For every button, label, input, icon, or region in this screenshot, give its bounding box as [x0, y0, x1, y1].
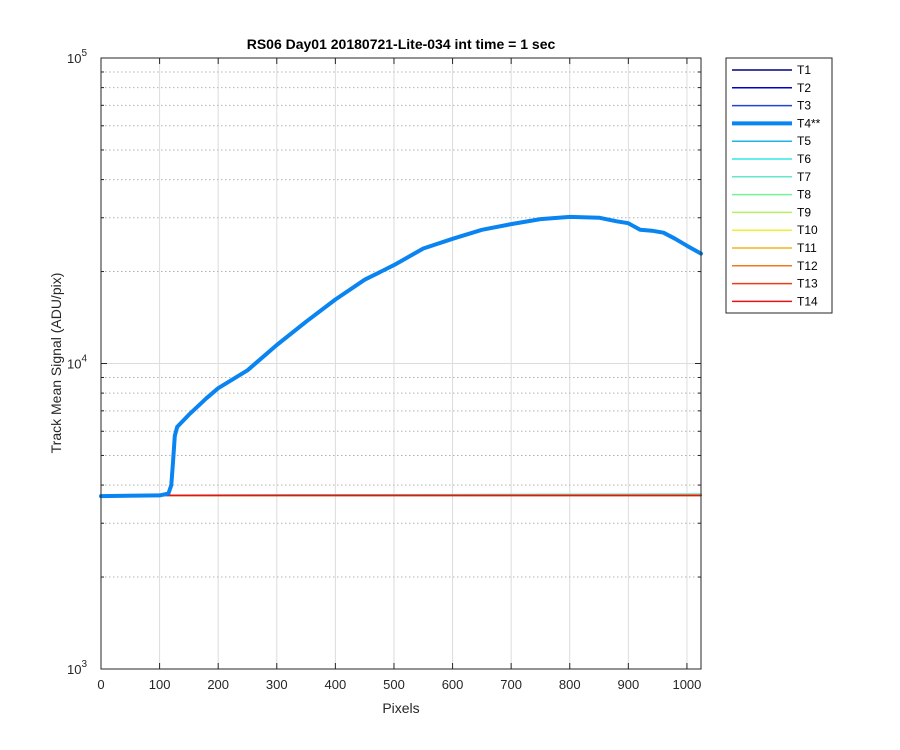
legend-label: T11	[797, 241, 817, 255]
y-tick-label: 103	[67, 659, 87, 677]
series-line-t4	[99, 214, 703, 499]
legend-label: T1	[797, 63, 811, 77]
legend-label: T13	[797, 277, 818, 291]
legend-label: T3	[797, 99, 811, 113]
legend-box	[725, 57, 833, 314]
x-tick-label: 500	[383, 677, 405, 692]
x-axis-label: Pixels	[382, 700, 419, 716]
x-tick-label: 800	[559, 677, 581, 692]
y-tick-label: 105	[67, 48, 87, 66]
legend: T1 T2 T3 T4** T5 T6 T7 T8 T9 T10 T11 T12 T13 T14	[725, 57, 833, 314]
grid	[101, 58, 701, 669]
legend-label: T8	[797, 188, 811, 202]
legend-label: T9	[797, 205, 811, 219]
legend-label: T5	[797, 134, 811, 148]
axis-ticks: 0 100 200 300 400 500 600 700 800 900 1000 103 104 10…	[67, 48, 701, 692]
x-tick-label: 300	[266, 677, 288, 692]
y-axis-label: Track Mean Signal (ADU/pix)	[48, 273, 64, 454]
legend-label: T14	[797, 294, 818, 308]
x-tick-label: 600	[442, 677, 464, 692]
x-tick-label: 900	[617, 677, 639, 692]
legend-label: T2	[797, 81, 811, 95]
legend-label: T7	[797, 170, 811, 184]
legend-label: T4**	[797, 116, 821, 130]
legend-label: T10	[797, 223, 818, 237]
series-layer	[99, 214, 703, 499]
y-tick-label: 104	[67, 354, 87, 372]
x-tick-label: 700	[500, 677, 522, 692]
chart-title: RS06 Day01 20180721-Lite-034 int time = …	[247, 36, 556, 52]
x-tick-label: 200	[207, 677, 229, 692]
x-tick-label: 1000	[672, 677, 701, 692]
x-tick-label: 400	[325, 677, 347, 692]
x-tick-label: 100	[149, 677, 171, 692]
legend-label: T12	[797, 259, 818, 273]
legend-label: T6	[797, 152, 811, 166]
x-tick-label: 0	[97, 677, 104, 692]
